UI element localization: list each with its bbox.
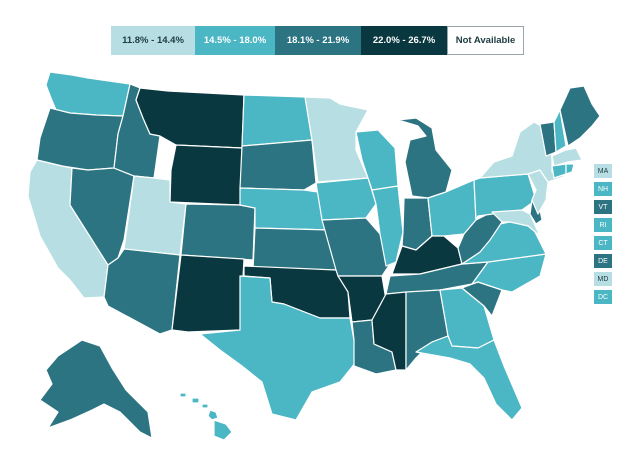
state-kansas[interactable] [252, 227, 337, 271]
state-north-dakota[interactable] [241, 94, 313, 147]
state-maryland[interactable] [491, 209, 541, 237]
state-texas[interactable] [199, 275, 357, 421]
state-arizona[interactable] [103, 248, 181, 335]
small-state-box-de[interactable]: DE [594, 254, 612, 268]
state-illinois[interactable] [371, 185, 404, 267]
small-state-box-md[interactable]: MD [594, 272, 612, 286]
state-florida[interactable] [415, 335, 523, 421]
state-michigan[interactable] [397, 117, 453, 199]
state-colorado[interactable] [180, 203, 256, 261]
small-state-box-nh[interactable]: NH [594, 182, 612, 196]
state-south-dakota[interactable] [239, 139, 317, 191]
legend-item-bin-2[interactable]: 14.5% - 18.0% [195, 26, 275, 55]
state-minnesota[interactable] [304, 96, 369, 183]
state-new-hampshire[interactable] [553, 109, 567, 153]
small-state-box-dc[interactable]: DC [594, 290, 612, 304]
legend-item-bin-1[interactable]: 11.8% - 14.4% [111, 26, 195, 55]
state-washington[interactable] [45, 71, 131, 117]
small-state-box-ct[interactable]: CT [594, 236, 612, 250]
legend-item-bin-3[interactable]: 18.1% - 21.9% [275, 26, 361, 55]
state-missouri[interactable] [321, 217, 391, 277]
legend: 11.8% - 14.4% 14.5% - 18.0% 18.1% - 21.9… [111, 26, 524, 55]
state-iowa[interactable] [315, 177, 377, 221]
state-wyoming[interactable] [169, 144, 243, 206]
small-state-box-ma[interactable]: MA [594, 164, 612, 178]
legend-item-not-available[interactable]: Not Available [447, 26, 524, 55]
legend-item-bin-4[interactable]: 22.0% - 26.7% [361, 26, 447, 55]
state-nevada[interactable] [69, 167, 135, 266]
state-maine[interactable] [559, 85, 601, 147]
state-rhode-island[interactable] [565, 163, 575, 175]
state-alaska[interactable] [39, 339, 153, 439]
state-hawaii[interactable] [179, 392, 233, 441]
state-montana[interactable] [135, 87, 245, 149]
small-state-box-ri[interactable]: RI [594, 218, 612, 232]
state-new-mexico[interactable] [171, 254, 245, 333]
small-state-box-vt[interactable]: VT [594, 200, 612, 214]
state-oregon[interactable] [36, 107, 124, 171]
